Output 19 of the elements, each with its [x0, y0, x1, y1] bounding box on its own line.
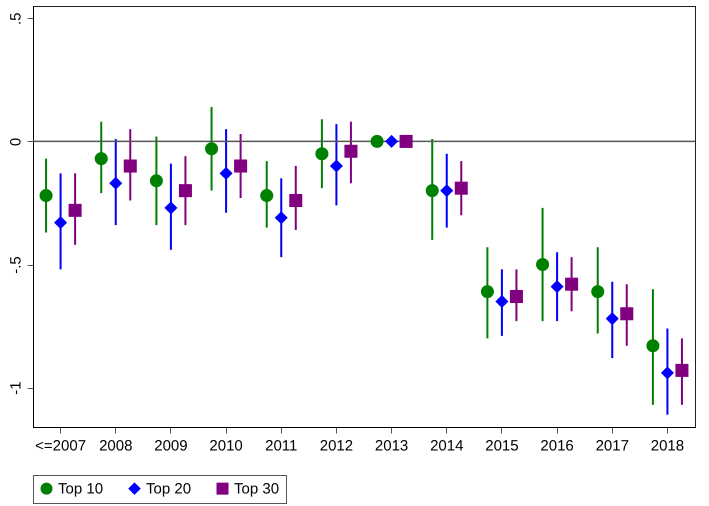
x-tick-label: 2009 — [154, 438, 188, 454]
x-tick-label: 2017 — [596, 438, 629, 454]
legend-label: Top 30 — [234, 480, 280, 498]
y-tick-label: 0 — [8, 138, 24, 146]
legend-label: Top 10 — [58, 480, 104, 498]
y-tick-label: -.5 — [8, 256, 24, 274]
x-tick-label: 2013 — [374, 438, 408, 454]
x-tick-label: 2018 — [650, 438, 684, 454]
x-tick-label: <=2007 — [35, 438, 86, 454]
y-tick-label: -1 — [8, 381, 24, 395]
x-tick-label: 2014 — [430, 438, 464, 454]
x-tick-label: 2015 — [485, 438, 519, 454]
y-tick-label: .5 — [8, 12, 24, 26]
x-tick-label: 2012 — [320, 438, 354, 454]
x-tick-label: 2011 — [265, 438, 298, 454]
x-tick-label: 2010 — [209, 438, 243, 454]
x-tick-label: 2008 — [99, 438, 132, 454]
legend-label: Top 20 — [146, 480, 192, 498]
x-tick-label: 2016 — [540, 438, 574, 454]
